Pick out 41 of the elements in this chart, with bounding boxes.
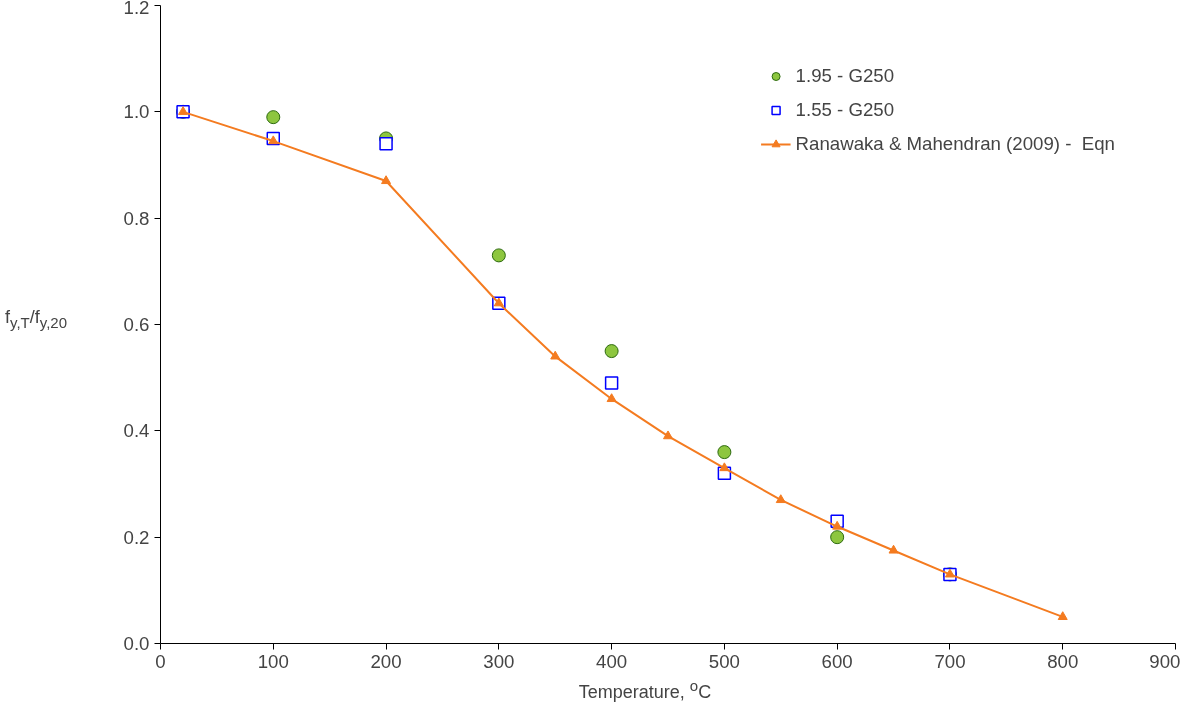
y-tick-label: 0.6: [123, 314, 150, 335]
point: [606, 393, 617, 403]
y-tick-label: 0.4: [123, 420, 150, 442]
point: [775, 494, 786, 504]
point: [1057, 611, 1068, 621]
x-tick-label: 200: [370, 650, 402, 672]
point: [178, 106, 189, 115]
point: [604, 344, 619, 359]
y-tick-label: 1.2: [123, 0, 150, 18]
y-tick-label: 0.8: [123, 207, 150, 229]
point: [491, 248, 506, 263]
point: [717, 445, 732, 460]
point: [550, 350, 561, 360]
y-axis-title: f$_{y,T}$/f$_{y,20}$: [5, 306, 67, 333]
x-tick-label: 600: [821, 650, 853, 672]
x-tick-label: 100: [257, 650, 289, 672]
x-tick-label: 300: [483, 650, 515, 672]
legend-label: 1.55 - G250: [795, 99, 895, 121]
point: [381, 175, 392, 185]
x-tick-label: 0: [155, 650, 166, 672]
x-tick-label: 800: [1047, 650, 1079, 672]
y-tick-label: 1.0: [123, 101, 150, 123]
point: [944, 568, 955, 578]
y-tick-label: 0.0: [123, 633, 150, 654]
x-tick-label: 400: [596, 650, 628, 672]
legend-label: Ranawaka & Mahendran (2009) - Eqn: [795, 133, 1115, 155]
point: [830, 530, 845, 545]
point: [888, 544, 899, 554]
point: [604, 376, 619, 390]
point: [663, 430, 673, 440]
legend-label: 1.95 - G250: [795, 65, 895, 87]
y-tick-label: 0.2: [123, 526, 150, 548]
point: [266, 110, 281, 125]
x-tick-label: 700: [934, 650, 966, 672]
point: [379, 136, 393, 151]
x-axis-title: Temperature, $^{o}$C: [577, 676, 713, 704]
point: [832, 520, 843, 530]
x-tick-label: 900: [1149, 650, 1181, 672]
point: [268, 135, 279, 145]
x-tick-label: 500: [708, 650, 740, 672]
point: [719, 462, 730, 472]
